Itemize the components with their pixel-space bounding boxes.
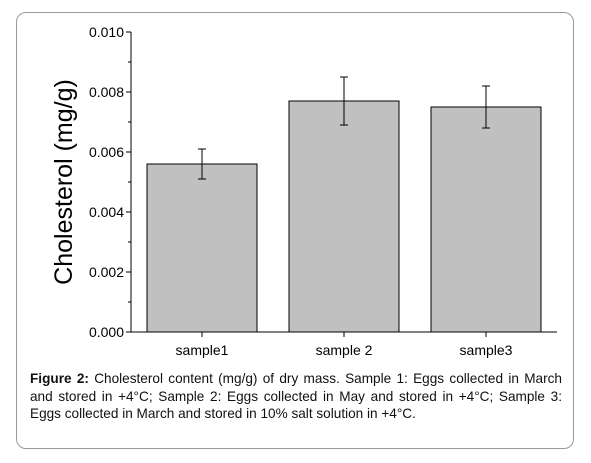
y-tick-label: 0.008 <box>89 84 124 100</box>
bar-2 <box>288 100 400 333</box>
y-tick-label: 0.006 <box>89 144 124 160</box>
y-axis-label: Cholesterol (mg/g) <box>50 79 78 285</box>
caption-label: Figure 2: <box>30 371 89 386</box>
y-tick-label: 0.002 <box>89 264 124 280</box>
x-axis: sample1 sample 2 sample3 <box>131 331 557 358</box>
bar-1 <box>146 163 258 333</box>
y-tick-label: 0.000 <box>89 324 124 340</box>
bar-3 <box>430 106 542 333</box>
x-tick-label: sample3 <box>460 342 513 358</box>
y-tick-label: 0.010 <box>89 24 124 40</box>
x-tick-label: sample 2 <box>316 342 373 358</box>
figure-caption: Figure 2: Cholesterol content (mg/g) of … <box>30 370 562 423</box>
caption-text: Cholesterol content (mg/g) of dry mass. … <box>30 371 562 421</box>
bars <box>146 76 542 333</box>
y-tick-label: 0.004 <box>89 204 124 220</box>
y-axis: 0.000 0.002 0.004 0.006 0.008 0.010 <box>89 24 132 340</box>
x-tick-label: sample1 <box>176 342 229 358</box>
